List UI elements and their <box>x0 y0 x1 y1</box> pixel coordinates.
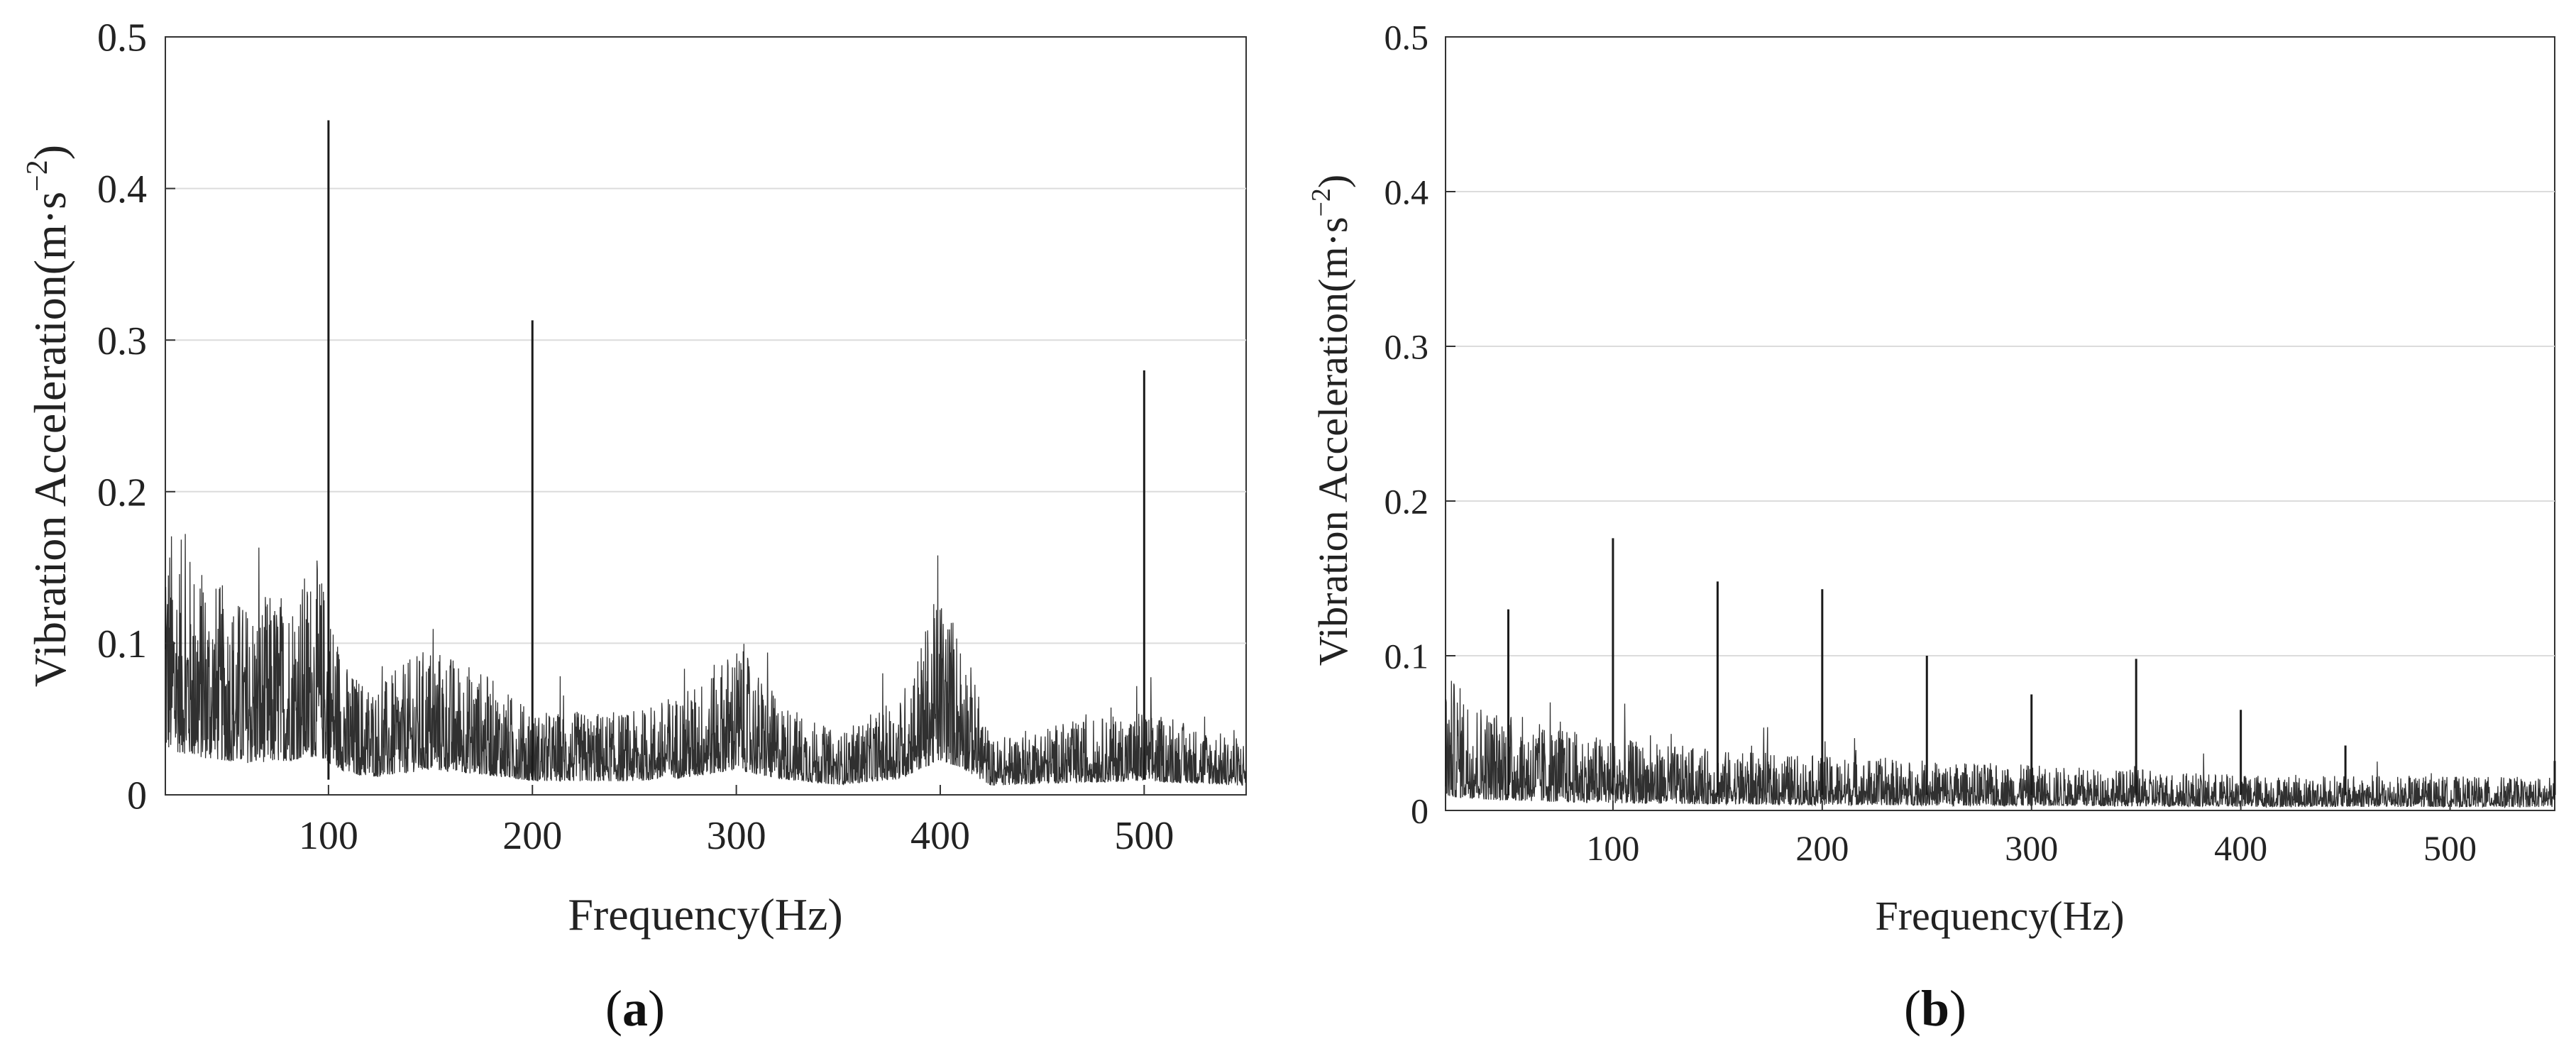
x-tick-label: 500 <box>2423 828 2477 868</box>
y-ticks-a: 0 0.1 0.2 0.3 0.4 0.5 <box>97 16 175 818</box>
x-tick-label: 100 <box>1586 828 1639 868</box>
spectrum-line <box>1445 681 2555 809</box>
panel-label-a: (a) <box>605 980 665 1037</box>
y-axis-label-a-text: Vibration Acceleration(m·s <box>25 192 75 687</box>
y-tick-label: 0.4 <box>1385 172 1429 212</box>
y-tick-label: 0.5 <box>1385 18 1429 57</box>
x-tick-label: 300 <box>2005 828 2058 868</box>
y-axis-label-b: Vibration Acceleration(m·s−2) <box>1306 175 1356 666</box>
x-tick-label: 300 <box>707 814 766 858</box>
x-tick-label: 400 <box>910 814 970 858</box>
y-tick-label: 0.1 <box>97 622 147 666</box>
series-a <box>165 120 1247 786</box>
plot-area-a <box>165 36 1247 796</box>
y-tick-label: 0 <box>127 774 147 818</box>
y-axis-label-a-exp: −2 <box>21 160 54 192</box>
y-axis-label-b-exp: −2 <box>1306 188 1336 216</box>
plot-area-b <box>1445 36 2555 811</box>
panel-label-a-letter: a <box>622 980 648 1037</box>
chart-b: 0 0.1 0.2 0.3 0.4 0.5 100 200 300 400 500 Frequen… <box>1306 18 2556 1037</box>
y-axis-label-b-text: Vibration Acceleration(m·s <box>1310 217 1356 666</box>
chart-a: 0 0.1 0.2 0.3 0.4 0.5 100 200 300 400 500 Frequen… <box>21 16 1247 1037</box>
y-tick-label: 0.4 <box>97 167 147 211</box>
panel-label-b-letter: b <box>1921 980 1949 1037</box>
x-tick-label: 100 <box>299 814 358 858</box>
y-ticks-b: 0 0.1 0.2 0.3 0.4 0.5 <box>1385 18 1455 831</box>
x-ticks-a: 100 200 300 400 500 <box>299 785 1174 858</box>
y-tick-label: 0.2 <box>1385 482 1429 522</box>
y-axis-label-b-close: ) <box>1310 175 1356 188</box>
y-tick-label: 0.3 <box>1385 327 1429 367</box>
y-axis-label-a-close: ) <box>25 145 75 160</box>
y-tick-label: 0.5 <box>97 16 147 60</box>
series-b <box>1445 538 2556 809</box>
grid-b <box>1446 191 2555 656</box>
x-axis-label-b: Frequency(Hz) <box>1875 893 2124 939</box>
panel-label-b: (b) <box>1904 980 1966 1037</box>
x-tick-label: 500 <box>1114 814 1174 858</box>
x-ticks-b: 100 200 300 400 500 <box>1586 801 2477 868</box>
x-tick-label: 200 <box>502 814 562 858</box>
grid-a <box>165 187 1246 644</box>
y-tick-label: 0.2 <box>97 471 147 515</box>
x-tick-label: 400 <box>2214 828 2267 868</box>
x-tick-label: 200 <box>1795 828 1849 868</box>
y-tick-label: 0.3 <box>97 319 147 363</box>
x-axis-label-a: Frequency(Hz) <box>568 889 842 940</box>
y-tick-label: 0 <box>1411 791 1429 831</box>
y-tick-label: 0.1 <box>1385 637 1429 676</box>
y-axis-label-a: Vibration Acceleration(m·s−2) <box>21 145 75 687</box>
spectrum-line <box>165 534 1247 786</box>
